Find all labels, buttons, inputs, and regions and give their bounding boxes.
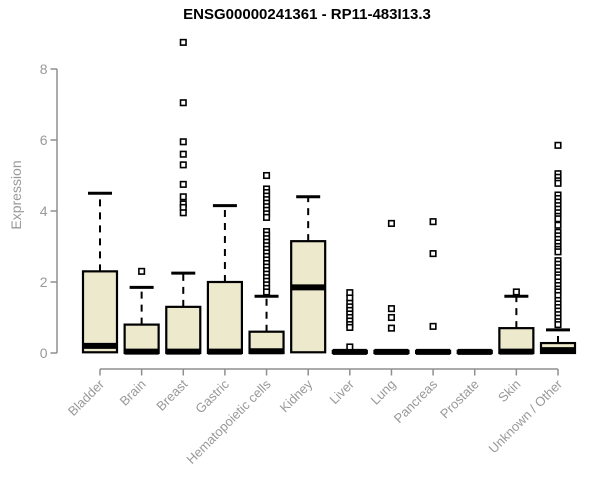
iqr-box	[206, 280, 244, 355]
outlier-point	[179, 180, 187, 188]
x-category-label-lung: Lung	[368, 377, 399, 408]
box-bladder	[81, 191, 119, 354]
x-category-label-brain: Brain	[117, 377, 149, 409]
x-category-label-kidney: Kidney	[277, 376, 316, 415]
outlier-point	[179, 150, 187, 158]
outlier-point	[262, 288, 271, 296]
outlier-point	[387, 305, 396, 313]
x-category-label-breast: Breast	[153, 376, 190, 413]
box-prostate	[456, 348, 493, 355]
outlier-point	[429, 322, 437, 330]
outlier-point	[554, 221, 562, 229]
y-tick-label: 4	[40, 203, 48, 219]
y-tick-label: 8	[40, 61, 48, 77]
outlier-point	[429, 218, 437, 226]
outlier-point	[179, 38, 187, 46]
box-hematopoietic-cells	[248, 171, 285, 355]
box-pancreas	[414, 218, 452, 355]
outlier-point	[554, 248, 562, 256]
outlier-point	[179, 99, 187, 107]
box-breast	[165, 38, 202, 355]
outlier-point	[554, 141, 562, 149]
box-kidney	[290, 195, 327, 354]
iqr-box	[81, 270, 119, 354]
outlier-point	[429, 250, 437, 258]
iqr-box	[290, 240, 327, 354]
box-lung	[373, 219, 410, 355]
outlier-point	[179, 209, 187, 217]
box-skin	[498, 288, 535, 355]
y-tick-label: 0	[40, 345, 48, 361]
outlier-point	[387, 219, 396, 227]
outlier-point	[179, 138, 187, 146]
box-brain	[123, 267, 160, 355]
iqr-box	[165, 305, 202, 355]
outlier-point	[512, 288, 520, 296]
chart-title: ENSG00000241361 - RP11-483I13.3	[183, 6, 431, 23]
y-axis: 0 2 4 6 8	[40, 61, 58, 361]
x-category-label-prostate: Prostate	[437, 377, 482, 422]
x-category-label-liver: Liver	[326, 376, 357, 407]
outlier-point	[346, 343, 354, 351]
x-category-label-gastric: Gastric	[192, 376, 232, 416]
iqr-box	[123, 323, 160, 355]
outlier-point	[179, 193, 187, 201]
x-category-label-skin: Skin	[495, 377, 523, 405]
outlier-point	[554, 179, 562, 187]
outlier-point	[346, 323, 354, 331]
outlier-point	[179, 161, 187, 169]
x-category-label-unknown-other: Unknown / Other	[486, 376, 566, 456]
y-tick-label: 2	[40, 274, 48, 290]
outlier-point	[554, 321, 562, 329]
outlier-point	[262, 213, 271, 221]
y-tick-label: 6	[40, 132, 48, 148]
box-liver	[331, 289, 368, 355]
outlier-point	[138, 267, 146, 275]
outlier-point	[387, 324, 396, 332]
outlier-point	[554, 215, 562, 223]
x-category-label-bladder: Bladder	[65, 376, 108, 419]
x-category-label-pancreas: Pancreas	[391, 376, 441, 426]
outlier-point	[387, 313, 396, 322]
box-gastric	[206, 204, 244, 355]
outlier-point	[262, 171, 271, 180]
box-unknown-other	[539, 141, 577, 355]
